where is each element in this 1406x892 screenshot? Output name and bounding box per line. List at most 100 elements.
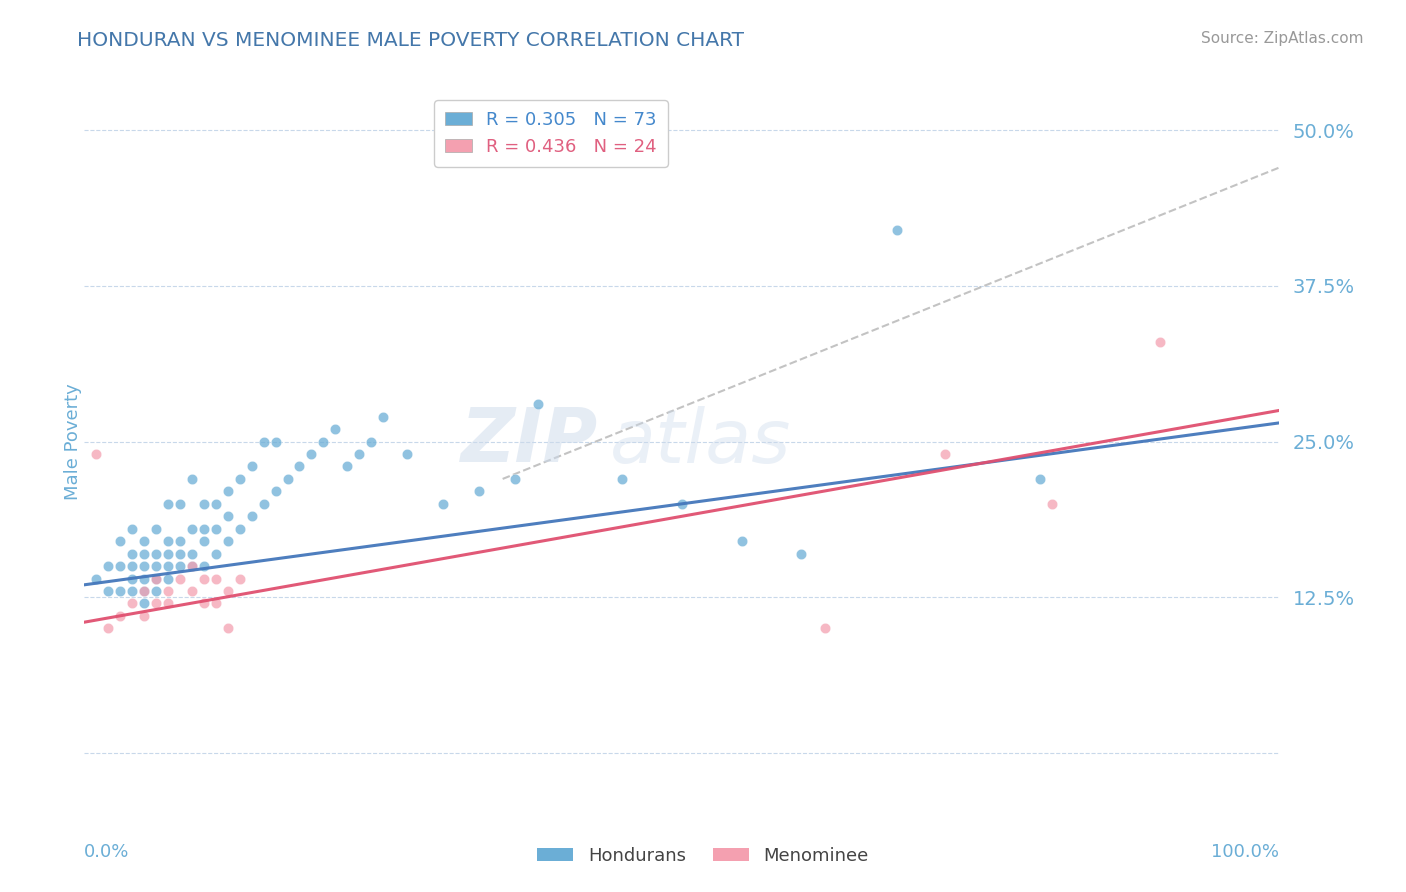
Point xyxy=(468,484,491,499)
Point xyxy=(790,547,813,561)
Point xyxy=(288,459,311,474)
Legend: Hondurans, Menominee: Hondurans, Menominee xyxy=(530,840,876,872)
Point xyxy=(145,572,167,586)
Point xyxy=(145,547,167,561)
Point xyxy=(110,609,132,624)
Point xyxy=(731,534,754,549)
Point xyxy=(229,472,252,486)
Point xyxy=(181,559,204,574)
Point xyxy=(432,497,454,511)
Point xyxy=(193,497,215,511)
Point xyxy=(240,459,263,474)
Point xyxy=(97,584,120,599)
Point xyxy=(193,572,215,586)
Point xyxy=(217,584,239,599)
Point xyxy=(373,409,395,424)
Text: HONDURAN VS MENOMINEE MALE POVERTY CORRELATION CHART: HONDURAN VS MENOMINEE MALE POVERTY CORRE… xyxy=(77,31,744,50)
Point xyxy=(193,522,215,536)
Point xyxy=(301,447,323,461)
Point xyxy=(671,497,693,511)
Point xyxy=(217,621,239,635)
Y-axis label: Male Poverty: Male Poverty xyxy=(65,384,82,500)
Point xyxy=(169,572,191,586)
Point xyxy=(1029,472,1052,486)
Point xyxy=(121,522,143,536)
Point xyxy=(97,621,120,635)
Point xyxy=(121,584,143,599)
Point xyxy=(193,597,215,611)
Legend: R = 0.305   N = 73, R = 0.436   N = 24: R = 0.305 N = 73, R = 0.436 N = 24 xyxy=(434,100,668,167)
Point xyxy=(86,572,108,586)
Point xyxy=(253,434,276,449)
Point xyxy=(277,472,299,486)
Point xyxy=(169,547,191,561)
Text: Source: ZipAtlas.com: Source: ZipAtlas.com xyxy=(1201,31,1364,46)
Text: 0.0%: 0.0% xyxy=(84,843,129,861)
Point xyxy=(97,559,120,574)
Point xyxy=(110,584,132,599)
Point xyxy=(181,559,204,574)
Point xyxy=(157,497,180,511)
Point xyxy=(205,522,228,536)
Point xyxy=(181,584,204,599)
Point xyxy=(527,397,550,411)
Point xyxy=(240,509,263,524)
Text: ZIP: ZIP xyxy=(461,405,599,478)
Point xyxy=(121,572,143,586)
Point xyxy=(205,597,228,611)
Point xyxy=(121,559,143,574)
Point xyxy=(132,584,156,599)
Point xyxy=(264,434,287,449)
Point xyxy=(145,572,167,586)
Point xyxy=(86,447,108,461)
Point xyxy=(814,621,837,635)
Point xyxy=(132,534,156,549)
Point xyxy=(336,459,359,474)
Text: atlas: atlas xyxy=(610,406,792,477)
Point xyxy=(193,559,215,574)
Point xyxy=(229,572,252,586)
Point xyxy=(1149,334,1171,349)
Point xyxy=(145,522,167,536)
Point xyxy=(934,447,956,461)
Point xyxy=(169,559,191,574)
Point xyxy=(132,597,156,611)
Point xyxy=(157,547,180,561)
Point xyxy=(312,434,335,449)
Point xyxy=(169,534,191,549)
Point xyxy=(145,597,167,611)
Point xyxy=(396,447,419,461)
Point xyxy=(132,559,156,574)
Point xyxy=(349,447,371,461)
Point xyxy=(181,472,204,486)
Point xyxy=(157,584,180,599)
Point xyxy=(264,484,287,499)
Point xyxy=(110,534,132,549)
Point xyxy=(121,597,143,611)
Point xyxy=(157,572,180,586)
Point xyxy=(253,497,276,511)
Point xyxy=(205,547,228,561)
Point xyxy=(612,472,634,486)
Point xyxy=(132,609,156,624)
Point xyxy=(217,534,239,549)
Point xyxy=(503,472,526,486)
Point xyxy=(132,547,156,561)
Point xyxy=(1042,497,1064,511)
Point xyxy=(181,547,204,561)
Point xyxy=(157,597,180,611)
Point xyxy=(181,522,204,536)
Point xyxy=(110,559,132,574)
Point xyxy=(217,509,239,524)
Point xyxy=(360,434,382,449)
Point xyxy=(217,484,239,499)
Point xyxy=(145,584,167,599)
Point xyxy=(229,522,252,536)
Point xyxy=(205,572,228,586)
Text: 100.0%: 100.0% xyxy=(1212,843,1279,861)
Point xyxy=(132,584,156,599)
Point xyxy=(157,534,180,549)
Point xyxy=(325,422,347,436)
Point xyxy=(157,559,180,574)
Point xyxy=(205,497,228,511)
